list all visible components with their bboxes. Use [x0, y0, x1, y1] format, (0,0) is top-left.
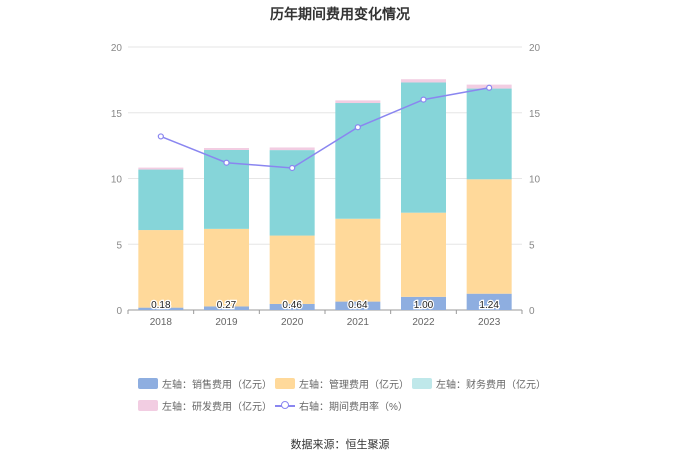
line-point — [157, 133, 164, 140]
legend-swatch-admin — [275, 378, 295, 389]
line-point — [354, 124, 361, 131]
legend-swatch-finance — [412, 378, 432, 389]
bar-segment — [138, 169, 184, 231]
line-point — [486, 84, 493, 91]
data-label: 1.24 — [479, 300, 499, 311]
y-left-tick-label: 20 — [111, 43, 123, 54]
data-source: 数据来源：恒生聚源 — [290, 439, 390, 451]
legend-item-finance[interactable]: 左轴：财务费用（亿元） — [412, 376, 546, 391]
bar-segment — [401, 296, 446, 310]
legend-item-rnd[interactable]: 左轴：研发费用（亿元） — [138, 398, 272, 413]
legend-label-admin: 左轴：管理费用（亿元） — [299, 380, 409, 391]
expense-ratio-line — [160, 87, 490, 169]
legend-label-rnd: 左轴：研发费用（亿元） — [162, 402, 272, 413]
legend-swatch-sales — [138, 378, 158, 389]
bar-segment — [401, 82, 446, 213]
bar-segment — [269, 150, 315, 236]
bar-segment — [138, 230, 184, 308]
bar-segment — [138, 307, 184, 310]
legend-item-expense-ratio[interactable]: 右轴：期间费用率（%） — [275, 398, 408, 413]
bar-segment — [204, 306, 249, 310]
legend-line-icon — [275, 400, 295, 411]
y-right-tick-label: 10 — [529, 175, 541, 186]
y-right-tick-label: 20 — [529, 43, 541, 54]
line-point — [223, 159, 230, 166]
bar-segment — [335, 301, 381, 310]
y-left-tick-label: 0 — [116, 306, 122, 317]
bar-segment — [269, 303, 315, 310]
x-tick-label: 2023 — [478, 317, 501, 328]
bar-segment — [269, 147, 315, 151]
legend-label-expense-ratio: 右轴：期间费用率（%） — [299, 402, 408, 413]
data-label: 0.18 — [151, 300, 171, 311]
y-left-tick-label: 15 — [111, 109, 123, 120]
y-left-tick-label: 10 — [111, 175, 123, 186]
line-point — [420, 96, 427, 103]
bar-segment — [466, 179, 512, 294]
bar-segment — [204, 228, 249, 307]
y-right-tick-label: 0 — [529, 306, 535, 317]
chart-title: 历年期间费用变化情况 — [270, 6, 410, 22]
legend-swatch-rnd — [138, 400, 158, 411]
data-label: 0.27 — [217, 300, 237, 311]
x-tick-label: 2018 — [150, 317, 173, 328]
y-right-tick-label: 15 — [529, 109, 541, 120]
bar-segment — [466, 88, 512, 180]
bar-segment — [335, 100, 381, 104]
bar-segment — [335, 218, 381, 302]
bar-segment — [401, 212, 446, 297]
y-right-tick-label: 5 — [529, 240, 535, 251]
x-tick-label: 2022 — [412, 317, 435, 328]
chart-plot: 0 5 10 15 20 0 5 10 15 20 2018 2019 2020 2021 2022 2023… — [111, 43, 541, 328]
bar-segment — [204, 147, 249, 150]
legend-item-admin[interactable]: 左轴：管理费用（亿元） — [275, 376, 409, 391]
bar-segment — [138, 167, 184, 170]
x-tick-label: 2019 — [215, 317, 238, 328]
bar-segment — [335, 103, 381, 219]
y-left-tick-label: 5 — [116, 240, 122, 251]
line-point — [289, 164, 296, 172]
data-label: 0.46 — [282, 300, 302, 311]
data-label: 0.64 — [348, 300, 368, 311]
bar-segment — [401, 79, 446, 83]
x-tick-label: 2021 — [347, 317, 370, 328]
x-tick-label: 2020 — [281, 317, 304, 328]
bar-segment — [269, 235, 315, 304]
data-label: 1.00 — [414, 300, 434, 311]
bar-segment — [466, 293, 512, 310]
legend-label-finance: 左轴：财务费用（亿元） — [436, 380, 546, 391]
legend-item-sales[interactable]: 左轴：销售费用（亿元） — [138, 376, 272, 391]
legend-label-sales: 左轴：销售费用（亿元） — [162, 380, 272, 391]
